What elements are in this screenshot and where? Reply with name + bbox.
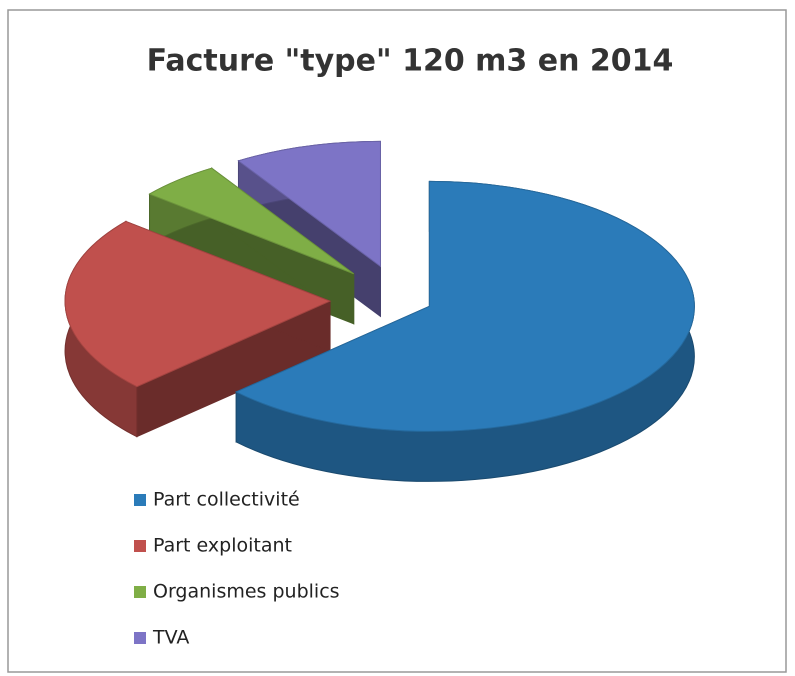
- slice: [64, 220, 332, 388]
- legend-swatch: [134, 540, 146, 552]
- legend-label: Organismes publics: [153, 581, 340, 603]
- legend-label: TVA: [152, 627, 189, 649]
- legend-swatch: [134, 586, 146, 598]
- legend-label: Part collectivité: [153, 489, 300, 511]
- legend-swatch: [134, 494, 146, 506]
- legend-label: Part exploitant: [153, 535, 292, 557]
- slice: [237, 140, 381, 268]
- legend-swatch: [134, 632, 146, 644]
- slice: [235, 180, 695, 432]
- slice: [148, 167, 355, 275]
- chart-title: Facture "type" 120 m3 en 2014: [147, 44, 674, 79]
